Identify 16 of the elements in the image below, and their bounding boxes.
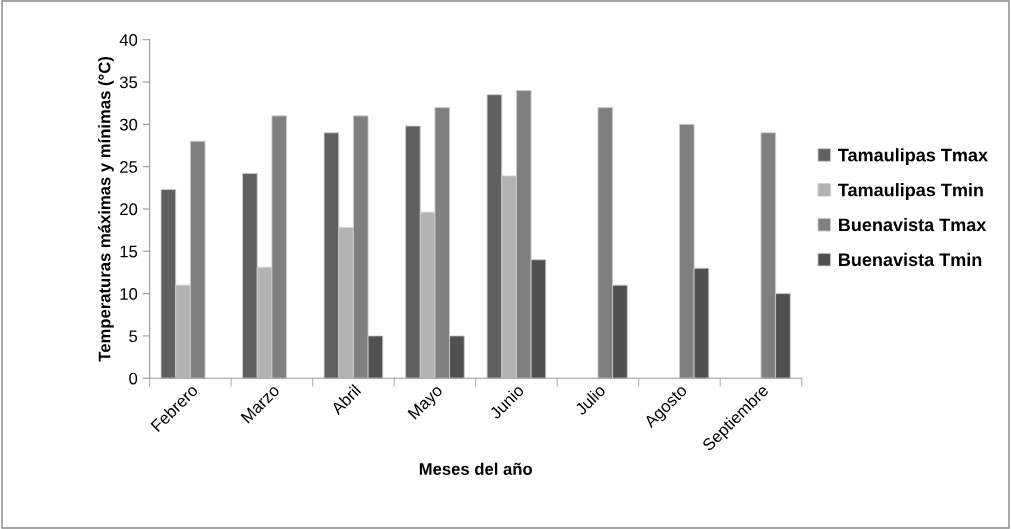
legend-label: Tamaulipas Tmin (838, 183, 983, 200)
x-axis-title: Meses del año (419, 462, 532, 475)
y-tick-label: 35 (119, 76, 138, 89)
legend-label: Buenavista Tmax (839, 217, 987, 232)
y-tick-label: 30 (119, 118, 138, 131)
y-axis-title: Temperaturas máximas y mínimas (°C) (98, 57, 114, 362)
x-tick-label: Julio (573, 383, 607, 416)
y-tick-label: 20 (120, 203, 138, 216)
y-tick-label: 5 (129, 330, 138, 343)
y-tick-label: 15 (120, 245, 138, 258)
y-tick-label: 0 (129, 372, 138, 385)
y-tick-label: 25 (120, 161, 138, 173)
y-tick-label: 10 (120, 288, 138, 300)
legend-label: Buenavista Tmin (839, 252, 982, 267)
legend-label: Tamaulipas Tmax (838, 148, 988, 166)
y-tick-label: 40 (119, 34, 138, 46)
